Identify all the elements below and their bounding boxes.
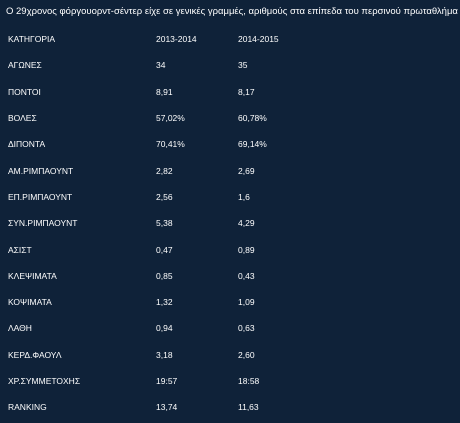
row-value-2014-2015: 0,89 (238, 244, 255, 255)
table-row: ΒΟΛΕΣ 57,02% 60,78% (0, 105, 460, 131)
table-row: ΣΥΝ.ΡΙΜΠΑΟΥΝΤ 5,38 4,29 (0, 210, 460, 236)
column-header-season-1: 2013-2014 (156, 34, 197, 45)
row-value-2013-2014: 5,38 (156, 218, 173, 229)
row-label: ΚΛΕΨΙΜΑΤΑ (8, 270, 57, 281)
row-value-2014-2015: 2,60 (238, 349, 255, 360)
row-label: ΑΓΩΝΕΣ (8, 60, 42, 71)
row-label: ΑΣΙΣΤ (8, 244, 32, 255)
row-value-2013-2014: 13,74 (156, 402, 178, 413)
row-value-2013-2014: 8,91 (156, 86, 173, 97)
stats-table-body: ΑΓΩΝΕΣ 34 35 ΠΟΝΤΟΙ 8,91 8,17 ΒΟΛΕΣ 57,0… (0, 52, 460, 420)
table-row: ΕΠ.ΡΙΜΠΑΟΥΝΤ 2,56 1,6 (0, 184, 460, 210)
row-label: RANKING (8, 402, 47, 413)
table-row: RANKING 13,74 11,63 (0, 394, 460, 420)
row-value-2013-2014: 3,18 (156, 349, 173, 360)
row-label: ΠΟΝΤΟΙ (8, 86, 41, 97)
row-value-2014-2015: 1,6 (238, 191, 250, 202)
row-label: ΧΡ.ΣΥΜΜΕΤΟΧΗΣ (8, 376, 81, 386)
article-caption: Ο 29χρονος φόργουορντ-σέντερ είχε σε γεν… (6, 6, 458, 17)
row-label: ΛΑΘΗ (8, 323, 32, 334)
row-label: ΒΟΛΕΣ (8, 113, 37, 124)
row-value-2013-2014: 0,85 (156, 270, 173, 281)
row-value-2014-2015: 0,43 (238, 270, 255, 281)
row-value-2013-2014: 70,41% (156, 139, 185, 150)
table-row: ΑΜ.ΡΙΜΠΑΟΥΝΤ 2,82 2,69 (0, 157, 460, 183)
table-row: ΔΙΠΟΝΤΑ 70,41% 69,14% (0, 131, 460, 157)
row-value-2014-2015: 60,78% (238, 113, 267, 124)
row-value-2014-2015: 35 (238, 60, 248, 71)
row-value-2014-2015: 0,63 (238, 323, 255, 334)
table-row: ΧΡ.ΣΥΜΜΕΤΟΧΗΣ 19:57 18:58 (0, 368, 460, 394)
row-label: ΔΙΠΟΝΤΑ (8, 139, 46, 150)
row-label: ΚΕΡΔ.ΦΑΟΥΛ (8, 349, 62, 360)
table-row: ΚΛΕΨΙΜΑΤΑ 0,85 0,43 (0, 263, 460, 289)
column-header-season-2: 2014-2015 (238, 34, 279, 45)
row-value-2013-2014: 2,56 (156, 191, 173, 202)
row-value-2013-2014: 0,94 (156, 323, 173, 334)
row-value-2013-2014: 0,47 (156, 244, 173, 255)
row-value-2013-2014: 1,32 (156, 297, 173, 308)
table-row: ΛΑΘΗ 0,94 0,63 (0, 315, 460, 341)
row-value-2013-2014: 57,02% (156, 113, 185, 124)
row-value-2014-2015: 69,14% (238, 139, 267, 150)
row-label: ΑΜ.ΡΙΜΠΑΟΥΝΤ (8, 165, 74, 176)
column-header-category: ΚΑΤΗΓΟΡΙΑ (8, 34, 56, 45)
table-row: ΚΕΡΔ.ΦΑΟΥΛ 3,18 2,60 (0, 342, 460, 368)
row-value-2013-2014: 19:57 (156, 376, 178, 386)
row-label: ΚΟΨΙΜΑΤΑ (8, 297, 52, 308)
table-header-row: ΚΑΤΗΓΟΡΙΑ 2013-2014 2014-2015 (0, 26, 460, 52)
table-row: ΑΣΙΣΤ 0,47 0,89 (0, 236, 460, 262)
table-row: ΠΟΝΤΟΙ 8,91 8,17 (0, 79, 460, 105)
row-value-2014-2015: 8,17 (238, 86, 255, 97)
row-value-2013-2014: 2,82 (156, 165, 173, 176)
table-row: ΑΓΩΝΕΣ 34 35 (0, 52, 460, 78)
row-value-2014-2015: 1,09 (238, 297, 255, 308)
stats-table: ΚΑΤΗΓΟΡΙΑ 2013-2014 2014-2015 ΑΓΩΝΕΣ 34 … (0, 26, 460, 420)
row-value-2013-2014: 34 (156, 60, 166, 71)
row-value-2014-2015: 11,63 (238, 402, 259, 413)
row-label: ΕΠ.ΡΙΜΠΑΟΥΝΤ (8, 191, 73, 202)
row-value-2014-2015: 2,69 (238, 165, 255, 176)
table-row: ΚΟΨΙΜΑΤΑ 1,32 1,09 (0, 289, 460, 315)
row-label: ΣΥΝ.ΡΙΜΠΑΟΥΝΤ (8, 218, 78, 229)
row-value-2014-2015: 18:58 (238, 376, 260, 386)
row-value-2014-2015: 4,29 (238, 218, 255, 229)
